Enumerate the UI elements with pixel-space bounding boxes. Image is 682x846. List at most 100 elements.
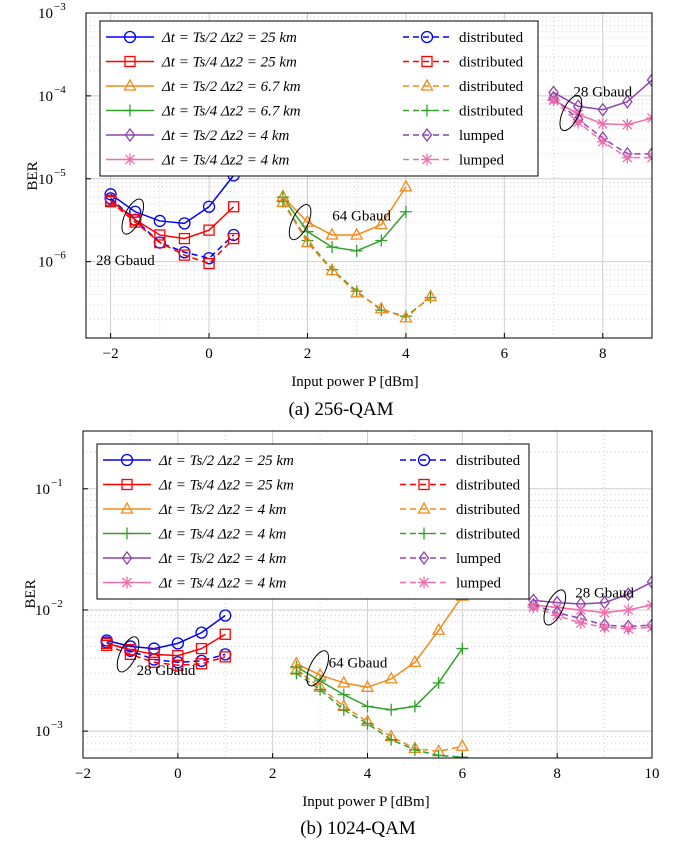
data-point <box>337 703 350 716</box>
data-point <box>455 738 469 751</box>
data-point <box>290 667 303 680</box>
data-point <box>432 622 446 635</box>
data-point <box>350 244 363 257</box>
legend-marker <box>120 453 134 467</box>
legend: Δt = Ts/2 Δz2 = 25 km distributed Δt = Ts/… <box>99 20 539 177</box>
legend-label: Δt = Ts/2 Δz2 = 25 km <box>161 30 297 46</box>
y-tick-label: 10 <box>38 255 53 271</box>
data-point <box>171 637 184 650</box>
data-point <box>350 227 364 240</box>
data-point <box>622 603 635 616</box>
legend-marker <box>418 478 430 491</box>
legend-marker <box>418 527 430 540</box>
data-point <box>195 626 208 639</box>
legend-label: distributed <box>459 30 524 46</box>
legend-label: distributed <box>456 478 521 494</box>
data-point <box>621 118 634 131</box>
data-point <box>104 188 117 201</box>
data-point <box>551 609 564 622</box>
data-point <box>622 587 634 602</box>
x-tick-label: 6 <box>501 346 509 362</box>
data-point <box>527 601 540 614</box>
data-point <box>154 229 166 241</box>
data-point <box>456 642 469 655</box>
data-point <box>646 73 652 88</box>
series-line <box>110 199 235 240</box>
x-tick-label: 0 <box>205 346 213 362</box>
data-point <box>399 310 413 323</box>
legend-marker <box>421 104 433 117</box>
data-point <box>408 743 421 756</box>
data-point <box>148 656 160 668</box>
legend-label: Δt = Ts/2 Δz2 = 6.7 km <box>161 79 301 95</box>
legend-label: Δt = Ts/2 Δz2 = 4 km <box>158 551 286 567</box>
data-point <box>385 703 398 716</box>
y-tick-exponent: −2 <box>51 598 63 610</box>
legend-label: lumped <box>459 128 504 144</box>
series-line <box>282 201 432 319</box>
data-point <box>374 301 388 314</box>
legend-marker <box>123 30 137 44</box>
data-point <box>374 217 388 230</box>
y-tick-exponent: −3 <box>54 1 66 13</box>
data-point <box>276 194 290 207</box>
legend-marker <box>121 576 133 589</box>
data-point <box>228 232 240 245</box>
data-point <box>148 648 160 661</box>
y-axis-label: BER <box>25 161 41 190</box>
y-tick-exponent: −3 <box>51 719 63 731</box>
x-tick-label: 8 <box>553 766 561 782</box>
legend-label: Δt = Ts/4 Δz2 = 4 km <box>161 153 289 169</box>
legend-label: lumped <box>459 153 504 169</box>
legend-marker <box>124 55 136 68</box>
data-point <box>195 642 208 655</box>
plot-frame <box>85 12 653 339</box>
y-tick-exponent: −6 <box>54 250 66 262</box>
series-line <box>533 604 652 614</box>
legend-marker <box>418 550 430 566</box>
data-point <box>361 700 374 713</box>
legend-label: distributed <box>456 527 521 543</box>
tick-group: −2 0 2 4 6 810−610−510−410−3 <box>38 1 607 362</box>
data-point <box>574 617 587 630</box>
data-point <box>622 94 633 109</box>
legend-marker <box>124 127 136 143</box>
y-tick-exponent: −5 <box>54 167 66 179</box>
y-tick-label: 10 <box>35 482 50 498</box>
y-axis-label: BER <box>23 579 39 608</box>
legend-marker <box>421 153 433 166</box>
data-point <box>325 263 339 276</box>
series-line <box>106 644 226 666</box>
legend-label: distributed <box>459 104 524 120</box>
legend-label: lumped <box>456 551 501 567</box>
data-point <box>621 151 634 164</box>
legend-label: Δt = Ts/4 Δz2 = 4 km <box>158 527 286 543</box>
data-point <box>423 289 438 302</box>
annotation-label: 28 Gbaud <box>575 585 634 601</box>
legend-label: distributed <box>459 79 524 95</box>
data-point <box>178 249 191 261</box>
x-tick-label: 6 <box>459 766 467 782</box>
y-tick-label: 10 <box>38 89 53 105</box>
data-point <box>598 606 611 619</box>
x-tick-label: 8 <box>599 346 607 362</box>
data-point <box>314 683 327 696</box>
data-point <box>399 205 412 218</box>
data-point <box>178 232 191 245</box>
annotation-group: 28 Gbaud 64 Gbaud 28 Gbaud <box>96 84 633 268</box>
data-point <box>219 628 231 640</box>
legend-label: Δt = Ts/2 Δz2 = 4 km <box>161 128 289 144</box>
data-point <box>153 214 166 228</box>
series-line <box>295 648 463 711</box>
data-point <box>646 574 652 590</box>
data-point <box>326 241 339 254</box>
data-point <box>361 717 374 730</box>
legend-marker <box>120 501 134 514</box>
legend-label: Δt = Ts/4 Δz2 = 6.7 km <box>161 104 301 120</box>
data-point <box>399 179 413 192</box>
legend-marker <box>121 550 133 566</box>
data-point <box>408 654 422 667</box>
data-point <box>203 224 215 236</box>
